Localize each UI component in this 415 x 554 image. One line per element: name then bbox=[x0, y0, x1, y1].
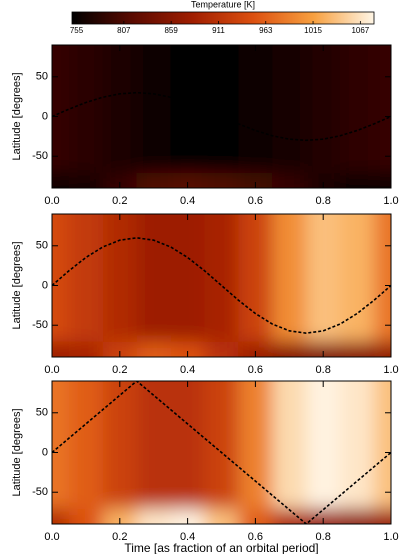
heat-cell bbox=[340, 381, 375, 509]
y-tick-label: -50 bbox=[32, 486, 48, 498]
x-tick-label: 1.0 bbox=[383, 364, 398, 376]
heat-cell bbox=[68, 214, 104, 342]
y-axis-label: Latitude [degrees] bbox=[11, 408, 23, 496]
heat-cell bbox=[374, 45, 391, 173]
x-tick-label: 0.4 bbox=[180, 195, 195, 207]
x-tick-label: 0.8 bbox=[316, 531, 331, 543]
x-tick-label: 0.6 bbox=[248, 195, 263, 207]
heat-cell bbox=[102, 45, 138, 173]
dashed-line bbox=[52, 237, 391, 334]
heat-cell bbox=[102, 214, 138, 342]
x-tick-label: 1.0 bbox=[383, 195, 398, 207]
colorbar bbox=[71, 11, 375, 25]
x-tick-label: 0.8 bbox=[316, 364, 331, 376]
y-tick-label: -50 bbox=[32, 150, 48, 162]
heat-cell bbox=[136, 45, 172, 173]
heat-cell bbox=[204, 381, 239, 509]
colorbar-tick-label: 1015 bbox=[304, 26, 322, 35]
heat-cell bbox=[170, 45, 206, 173]
heat-cell bbox=[272, 381, 307, 509]
heatmap bbox=[52, 381, 391, 524]
x-tick-label: 0.4 bbox=[180, 531, 195, 543]
heat-cell bbox=[136, 214, 172, 342]
heatmap-cells bbox=[52, 381, 391, 524]
x-tick-label: 0.0 bbox=[44, 364, 59, 376]
y-tick-label: 0 bbox=[42, 446, 48, 458]
dashed-line bbox=[52, 91, 391, 142]
x-tick-label: 0.4 bbox=[180, 364, 195, 376]
heatmap bbox=[52, 45, 391, 188]
y-tick-label: 50 bbox=[36, 71, 48, 83]
heat-cell bbox=[306, 214, 341, 342]
x-tick-label: 0.0 bbox=[44, 195, 59, 207]
x-tick-label: 0.0 bbox=[44, 531, 59, 543]
colorbar-tick-label: 911 bbox=[212, 26, 225, 35]
colorbar-title: Temperature [K] bbox=[191, 0, 255, 9]
heat-cell bbox=[170, 214, 206, 342]
colorbar-tick-label: 1067 bbox=[351, 26, 369, 35]
y-tick-label: -50 bbox=[32, 319, 48, 331]
heatmap-cells bbox=[52, 45, 391, 188]
heat-cell bbox=[238, 45, 273, 173]
y-axis-label: Latitude [degrees] bbox=[11, 241, 23, 329]
heat-cell bbox=[238, 381, 273, 509]
x-axis-label: Time [as fraction of an orbital period] bbox=[124, 541, 318, 554]
heat-cell bbox=[170, 381, 206, 509]
x-tick-label: 0.2 bbox=[112, 195, 127, 207]
x-tick-label: 1.0 bbox=[383, 531, 398, 543]
heat-cell bbox=[340, 214, 375, 342]
heat-cell bbox=[272, 214, 307, 342]
heat-cell bbox=[204, 214, 239, 342]
y-tick-label: 50 bbox=[36, 407, 48, 419]
colorbar-tick-label: 859 bbox=[164, 26, 178, 35]
heat-cell bbox=[136, 381, 172, 509]
dashed-line bbox=[52, 381, 391, 524]
y-tick-label: 50 bbox=[36, 240, 48, 252]
x-tick-label: 0.6 bbox=[248, 531, 263, 543]
heat-cell bbox=[204, 45, 239, 173]
heat-cell bbox=[374, 381, 391, 509]
colorbar-tick-label: 807 bbox=[117, 26, 131, 35]
x-tick-label: 0.8 bbox=[316, 195, 331, 207]
x-tick-label: 0.6 bbox=[248, 364, 263, 376]
heat-cell bbox=[374, 214, 391, 342]
y-tick-label: 0 bbox=[42, 110, 48, 122]
heatmap bbox=[52, 214, 391, 357]
heat-cell bbox=[102, 381, 138, 509]
x-tick-label: 0.2 bbox=[112, 364, 127, 376]
heat-cell bbox=[68, 45, 104, 173]
heat-cell bbox=[306, 381, 341, 509]
colorbar-tick-label: 963 bbox=[259, 26, 273, 35]
heatmap-cells bbox=[52, 214, 391, 357]
heat-cell bbox=[272, 45, 307, 173]
heat-cell bbox=[68, 381, 104, 509]
x-tick-label: 0.2 bbox=[112, 531, 127, 543]
heat-cell bbox=[340, 45, 375, 173]
y-tick-label: 0 bbox=[42, 279, 48, 291]
colorbar-tick-label: 755 bbox=[70, 26, 84, 35]
y-axis-label: Latitude [degrees] bbox=[11, 72, 23, 160]
heat-cell bbox=[306, 45, 341, 173]
